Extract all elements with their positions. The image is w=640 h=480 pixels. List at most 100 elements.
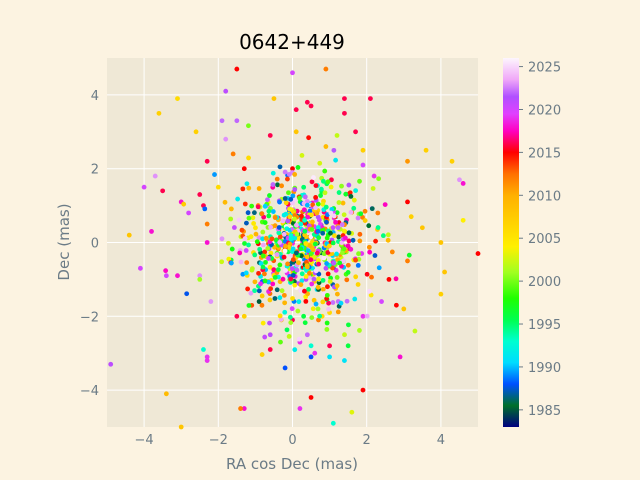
chart-title: 0642+449 bbox=[239, 30, 345, 54]
data-point bbox=[245, 210, 251, 216]
data-point bbox=[349, 409, 355, 415]
x-tick-label: 0 bbox=[288, 433, 296, 448]
data-point bbox=[301, 313, 307, 319]
data-point bbox=[385, 232, 391, 238]
data-point bbox=[287, 206, 293, 212]
data-point bbox=[243, 248, 249, 253]
data-point bbox=[362, 218, 368, 223]
data-point bbox=[283, 243, 288, 249]
data-point bbox=[297, 195, 302, 201]
data-point bbox=[178, 424, 184, 430]
data-point bbox=[307, 208, 313, 214]
data-point bbox=[163, 391, 169, 397]
data-point bbox=[175, 273, 180, 279]
data-point bbox=[277, 313, 283, 319]
data-point bbox=[266, 213, 272, 219]
data-point bbox=[267, 133, 273, 138]
data-point bbox=[260, 229, 266, 235]
data-point bbox=[334, 283, 340, 289]
data-point bbox=[280, 276, 286, 282]
data-point bbox=[335, 309, 341, 315]
data-point bbox=[393, 276, 399, 282]
data-point bbox=[243, 270, 249, 276]
data-point bbox=[316, 261, 321, 267]
data-point bbox=[306, 135, 312, 141]
data-point bbox=[274, 252, 280, 257]
data-point bbox=[259, 293, 265, 299]
data-point bbox=[274, 287, 280, 293]
data-point bbox=[257, 246, 263, 252]
data-point bbox=[181, 201, 187, 207]
colorbar-tick-label: 1995 bbox=[528, 318, 561, 333]
data-point bbox=[283, 268, 288, 273]
data-point bbox=[457, 177, 462, 183]
data-point bbox=[308, 343, 314, 349]
data-point bbox=[308, 251, 314, 257]
data-point bbox=[305, 248, 311, 253]
data-point bbox=[304, 332, 310, 338]
data-point bbox=[285, 261, 291, 267]
data-point bbox=[298, 246, 304, 252]
data-point bbox=[315, 258, 321, 263]
data-point bbox=[348, 193, 354, 199]
data-point bbox=[245, 286, 251, 292]
data-point bbox=[309, 281, 315, 287]
data-point bbox=[285, 218, 291, 224]
data-point bbox=[376, 265, 382, 271]
data-point bbox=[259, 211, 265, 217]
colorbar-ticks: 1985 1990 1995 2000 2005 2010 2015 2020 2025 bbox=[519, 61, 561, 419]
data-point bbox=[355, 215, 361, 221]
data-point bbox=[258, 281, 263, 287]
data-point bbox=[345, 343, 351, 349]
data-point bbox=[197, 277, 203, 282]
data-point bbox=[362, 208, 368, 214]
data-point bbox=[364, 271, 370, 277]
data-point bbox=[330, 420, 336, 426]
data-point bbox=[252, 279, 258, 285]
data-point bbox=[239, 227, 245, 233]
data-point bbox=[280, 218, 286, 224]
data-point bbox=[252, 252, 258, 258]
data-point bbox=[108, 361, 114, 367]
data-point bbox=[126, 232, 132, 238]
data-point bbox=[175, 96, 180, 101]
data-point bbox=[369, 206, 375, 212]
data-point bbox=[325, 271, 331, 277]
data-point bbox=[292, 282, 298, 288]
data-point bbox=[246, 242, 251, 248]
data-point bbox=[350, 237, 356, 243]
data-point bbox=[321, 251, 327, 257]
data-point bbox=[375, 210, 381, 216]
data-point bbox=[325, 250, 331, 255]
data-point bbox=[254, 239, 260, 245]
data-point bbox=[308, 354, 314, 360]
data-point bbox=[262, 220, 268, 225]
data-point bbox=[375, 225, 381, 230]
data-point bbox=[314, 250, 320, 256]
data-point bbox=[225, 240, 231, 246]
data-point bbox=[249, 203, 255, 209]
data-point bbox=[260, 320, 266, 326]
data-point bbox=[268, 250, 274, 256]
data-point bbox=[289, 266, 295, 272]
x-axis-label: RA cos Dec (mas) bbox=[226, 455, 358, 473]
data-point bbox=[294, 208, 300, 214]
data-point bbox=[282, 196, 288, 201]
data-point bbox=[343, 191, 349, 197]
data-point bbox=[308, 257, 314, 263]
data-point bbox=[317, 313, 323, 319]
y-tick-label: 4 bbox=[91, 89, 99, 104]
data-point bbox=[330, 225, 336, 231]
data-point bbox=[244, 220, 249, 226]
data-point bbox=[340, 200, 346, 206]
data-point bbox=[324, 261, 330, 266]
data-point bbox=[160, 188, 166, 194]
data-point bbox=[367, 249, 373, 255]
data-point bbox=[290, 193, 296, 199]
data-point bbox=[438, 240, 444, 245]
data-point bbox=[353, 274, 359, 280]
data-point bbox=[275, 182, 280, 188]
data-point bbox=[449, 158, 455, 164]
data-point bbox=[316, 271, 322, 277]
